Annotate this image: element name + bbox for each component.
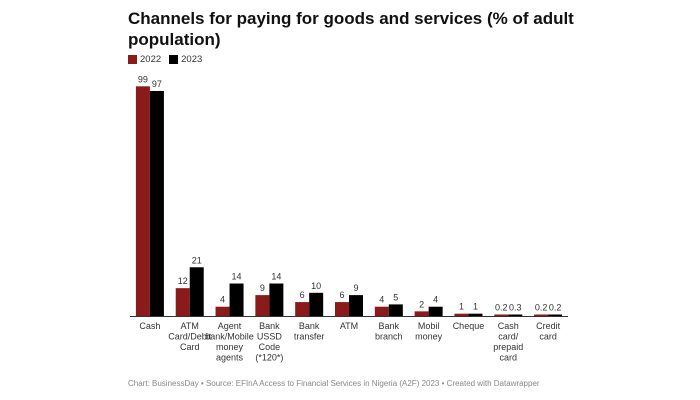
bar-2022-5 [335, 302, 349, 316]
category-label-8: Cheque [453, 321, 485, 331]
bar-2023-8 [468, 313, 483, 316]
category-label-4: Bank transfer [294, 321, 325, 342]
legend-item-2023: 2023 [169, 54, 202, 65]
bar-2022-1 [175, 288, 190, 316]
bar-2022-4 [295, 302, 310, 316]
legend-swatch-2023 [169, 55, 179, 64]
bar-2023-9 [508, 314, 523, 316]
legend-item-2022: 2022 [128, 54, 161, 65]
data-label-2023-6: 5 [393, 292, 398, 302]
data-label-2022-4: 6 [300, 290, 305, 300]
category-label-10: Credit card [536, 321, 561, 342]
data-label-2022-7: 2 [419, 299, 424, 309]
bar-2022-2 [215, 306, 230, 316]
bar-2022-6 [374, 306, 389, 316]
bar-2022-10 [534, 314, 549, 316]
bar-2022-3 [255, 295, 270, 316]
bar-2023-1 [189, 267, 204, 316]
data-label-2023-4: 10 [311, 281, 321, 291]
bar-2023-10 [548, 314, 563, 316]
chart-title: Channels for paying for goods and servic… [128, 9, 574, 49]
category-label-6: Bank branch [375, 321, 403, 342]
data-label-2023-1: 21 [192, 255, 202, 265]
data-label-2023-2: 14 [232, 272, 242, 282]
data-label-2022-0: 99 [138, 74, 148, 84]
bar-2022-8 [454, 313, 469, 316]
bar-2023-2 [229, 283, 244, 316]
bar-2023-4 [309, 292, 324, 316]
legend: 2022 2023 [128, 54, 210, 65]
bar-2023-7 [428, 306, 443, 316]
legend-swatch-2022 [128, 55, 137, 64]
data-label-2022-9: 0.2 [495, 303, 508, 313]
data-label-2023-9: 0.3 [509, 303, 522, 313]
chart-footer: Chart: BusinessDay • Source: EFInA Acces… [128, 379, 540, 388]
data-label-2023-0: 97 [152, 79, 162, 89]
data-label-2022-6: 4 [379, 295, 384, 305]
category-label-7: Mobil money [415, 321, 443, 342]
bar-2023-6 [388, 304, 403, 316]
data-label-2023-10: 0.2 [549, 303, 562, 313]
data-label-2022-8: 1 [459, 302, 464, 312]
data-label-2022-1: 12 [178, 276, 188, 286]
legend-label-2023: 2023 [181, 54, 203, 65]
category-label-1: ATM Card/Debit Card [168, 321, 212, 352]
category-label-5: ATM [340, 321, 358, 331]
bar-2022-0 [135, 86, 150, 316]
data-label-2022-10: 0.2 [535, 303, 548, 313]
category-label-2: Agent bank/Mobile money agents [205, 321, 254, 363]
data-label-2022-3: 9 [260, 283, 265, 293]
data-label-2022-2: 4 [220, 295, 225, 305]
data-label-2023-8: 1 [473, 302, 478, 312]
legend-label-2022: 2022 [140, 54, 162, 65]
bar-2022-9 [494, 314, 509, 316]
data-label-2023-5: 9 [353, 283, 358, 293]
category-label-3: Bank USSD Code (*120*) [255, 321, 283, 363]
data-label-2023-3: 14 [271, 272, 281, 282]
bar-2023-5 [349, 295, 363, 316]
category-label-9: Cash card/prepaid card [493, 321, 523, 363]
data-label-2022-5: 6 [339, 290, 344, 300]
bar-2022-7 [414, 311, 429, 316]
bar-2023-3 [269, 283, 284, 316]
category-label-0: Cash [139, 321, 160, 331]
data-label-2023-7: 4 [433, 295, 438, 305]
bar-2023-0 [149, 90, 164, 317]
